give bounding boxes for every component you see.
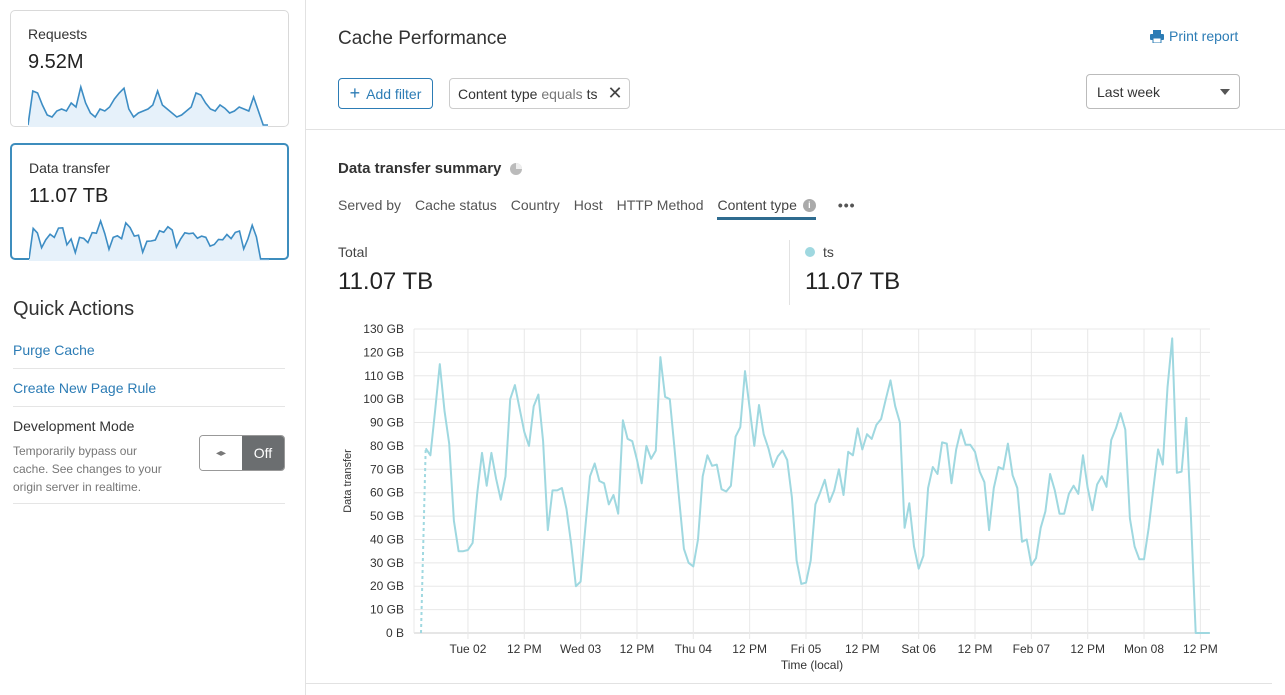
y-tick-label: 110 GB xyxy=(364,369,404,383)
printer-icon xyxy=(1150,29,1164,43)
tab-country[interactable]: Country xyxy=(510,197,560,213)
toggle-state: Off xyxy=(242,436,284,470)
x-tick-label: 12 PM xyxy=(958,642,993,656)
series-line-ts xyxy=(424,337,1210,634)
dimension-tabs: Served by Cache status Country Host HTTP… xyxy=(338,197,856,220)
caret-down-icon xyxy=(1220,89,1230,95)
y-tick-label: 70 GB xyxy=(370,462,404,476)
plus-icon: + xyxy=(349,83,361,103)
tab-content-type[interactable]: Content type i xyxy=(717,197,816,220)
x-tick-label: 12 PM xyxy=(1070,642,1105,656)
requests-card[interactable]: Requests 9.52M xyxy=(10,10,289,127)
add-filter-button[interactable]: + Add filter xyxy=(338,78,433,109)
create-page-rule-link[interactable]: Create New Page Rule xyxy=(13,380,157,396)
print-report-label: Print report xyxy=(1169,28,1239,44)
development-mode-toggle[interactable]: ◂▸ Off xyxy=(199,435,285,471)
x-axis-label: Time (local) xyxy=(781,658,843,672)
sparkline-line xyxy=(28,83,268,126)
close-icon[interactable]: ✕ xyxy=(607,83,623,103)
series-legend: ts xyxy=(805,244,834,260)
divider xyxy=(13,406,285,407)
x-tick-label: 12 PM xyxy=(507,642,542,656)
filter-field: Content type xyxy=(458,85,538,102)
requests-value: 9.52M xyxy=(28,51,84,73)
tab-served-by[interactable]: Served by xyxy=(338,197,402,213)
filter-chip[interactable]: Content type equals ts ✕ xyxy=(449,78,630,109)
y-tick-label: 120 GB xyxy=(363,345,404,359)
sparkline-line xyxy=(29,218,269,260)
y-tick-label: 130 GB xyxy=(363,322,404,336)
y-tick-label: 0 B xyxy=(386,626,404,640)
series-label: ts xyxy=(823,244,834,260)
y-tick-label: 60 GB xyxy=(370,486,404,500)
y-tick-label: 80 GB xyxy=(370,439,404,453)
more-tabs-button[interactable]: ••• xyxy=(837,197,856,213)
development-mode-title: Development Mode xyxy=(13,418,135,434)
divider xyxy=(789,240,790,305)
tab-cache-status[interactable]: Cache status xyxy=(415,197,497,213)
filter-operator: equals xyxy=(541,85,583,102)
data-transfer-card[interactable]: Data transfer 11.07 TB xyxy=(10,143,289,261)
x-tick-label: Thu 04 xyxy=(675,642,713,656)
y-axis-label: Data transfer xyxy=(342,449,354,513)
x-tick-label: Mon 08 xyxy=(1124,642,1164,656)
development-mode-description: Temporarily bypass our cache. See change… xyxy=(13,444,162,494)
y-tick-label: 100 GB xyxy=(363,392,404,406)
divider xyxy=(13,368,285,369)
sparkline-area xyxy=(28,87,268,127)
y-tick-label: 30 GB xyxy=(370,556,404,570)
series-dashed-segment xyxy=(420,448,427,634)
divider xyxy=(306,129,1285,130)
tab-http-method[interactable]: HTTP Method xyxy=(616,197,704,213)
add-filter-label: Add filter xyxy=(366,85,422,102)
quick-actions-title: Quick Actions xyxy=(13,298,135,320)
purge-cache-link[interactable]: Purge Cache xyxy=(13,342,95,358)
y-tick-label: 90 GB xyxy=(370,416,404,430)
y-tick-label: 50 GB xyxy=(370,509,404,523)
filter-value: ts xyxy=(586,85,598,102)
requests-label: Requests xyxy=(28,26,88,42)
toggle-arrows-icon: ◂▸ xyxy=(200,436,242,470)
y-tick-label: 40 GB xyxy=(370,532,404,546)
sidebar: Requests 9.52M Data transfer 11.07 TB Qu… xyxy=(0,0,306,695)
series-value: 11.07 TB xyxy=(805,268,901,295)
x-tick-label: 12 PM xyxy=(845,642,880,656)
total-label: Total xyxy=(338,244,368,260)
requests-sparkline xyxy=(28,83,268,127)
time-range-value: Last week xyxy=(1097,83,1161,100)
section-title: Data transfer summary xyxy=(338,160,523,177)
section-title-text: Data transfer summary xyxy=(338,160,502,177)
x-tick-label: 12 PM xyxy=(620,642,655,656)
info-icon[interactable]: i xyxy=(802,198,816,212)
x-tick-label: Sat 06 xyxy=(901,642,936,656)
y-tick-label: 10 GB xyxy=(370,603,404,617)
x-tick-label: Wed 03 xyxy=(560,642,601,656)
total-value: 11.07 TB xyxy=(338,268,434,295)
print-report-link[interactable]: Print report xyxy=(1150,28,1238,44)
divider xyxy=(13,503,285,504)
time-range-select[interactable]: Last week xyxy=(1086,74,1240,109)
data-transfer-label: Data transfer xyxy=(29,160,110,176)
divider xyxy=(306,683,1272,684)
x-tick-label: Fri 05 xyxy=(791,642,822,656)
tab-content-type-label: Content type xyxy=(717,197,797,213)
y-tick-label: 20 GB xyxy=(370,579,404,593)
pie-chart-icon[interactable] xyxy=(509,162,523,176)
data-transfer-value: 11.07 TB xyxy=(29,185,109,207)
page-title: Cache Performance xyxy=(338,28,507,49)
x-tick-label: Feb 07 xyxy=(1013,642,1051,656)
sparkline-area xyxy=(29,221,269,261)
series-color-dot xyxy=(805,247,815,257)
data-transfer-sparkline xyxy=(29,218,269,261)
data-transfer-chart: 0 B 10 GB 20 GB 30 GB 40 GB 50 GB 60 GB 70 GB 80… xyxy=(342,322,1218,672)
x-tick-label: 12 PM xyxy=(732,642,767,656)
x-tick-label: 12 PM xyxy=(1183,642,1218,656)
x-tick-label: Tue 02 xyxy=(449,642,486,656)
tab-host[interactable]: Host xyxy=(573,197,603,213)
